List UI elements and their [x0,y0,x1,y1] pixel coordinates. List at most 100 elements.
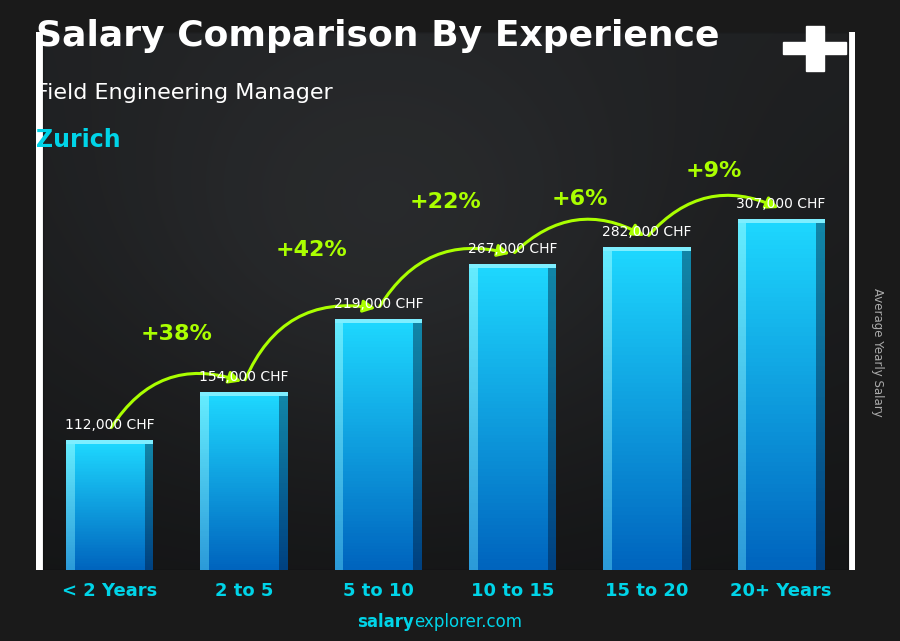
Bar [603,479,612,483]
Bar [67,553,154,554]
Bar [737,558,746,562]
Bar [737,358,746,362]
Bar [603,363,612,367]
Bar [67,510,154,512]
Bar [469,431,478,435]
Bar [67,542,154,544]
Bar [335,360,344,363]
Bar [603,307,612,312]
Bar [67,474,154,476]
Bar [201,472,209,474]
Bar [335,338,344,341]
Text: +6%: +6% [552,189,608,210]
Bar [737,310,824,314]
Bar [603,419,690,423]
Bar [469,548,478,552]
Bar [201,470,209,472]
Bar [469,438,478,442]
Bar [737,414,824,419]
Bar [737,479,746,484]
Bar [201,558,209,560]
Bar [201,416,209,418]
Bar [201,505,209,507]
Bar [737,458,746,462]
Bar [201,485,288,488]
Bar [335,549,344,552]
Bar [469,412,556,415]
Bar [469,404,478,408]
Bar [335,347,422,351]
Bar [335,338,422,341]
Bar [603,470,612,475]
Bar [737,328,746,331]
Bar [737,562,824,566]
Bar [67,531,75,533]
Bar [335,530,422,533]
Bar [201,405,209,407]
Bar [603,359,612,363]
Bar [201,551,209,553]
Bar [335,413,422,415]
Bar [201,399,209,401]
Bar [201,488,288,490]
Bar [335,357,344,360]
Bar [603,323,612,327]
Bar [737,362,746,367]
Bar [737,531,824,536]
Bar [201,547,288,549]
Bar [469,449,556,453]
Bar [737,536,746,540]
Bar [469,499,556,503]
Bar [201,449,288,451]
Bar [201,514,288,516]
Bar [201,538,209,540]
Bar [67,480,154,482]
Bar [737,253,824,258]
Bar [67,479,75,480]
Bar [737,249,746,253]
Bar [603,391,690,395]
Bar [603,411,690,415]
Bar [737,331,824,336]
Bar [335,388,344,391]
Bar [335,469,344,471]
Bar [737,519,746,522]
Bar [67,504,154,506]
Bar [201,529,288,531]
Bar [737,488,824,492]
Bar [67,447,75,449]
Bar [67,476,154,477]
Bar [469,295,478,299]
Bar [67,551,154,553]
Bar [67,529,75,531]
Bar [335,400,344,403]
Bar [737,423,824,427]
Bar [67,494,75,496]
Bar [603,312,612,315]
Bar [603,527,690,531]
Bar [469,333,556,337]
Bar [737,536,824,540]
Bar [737,475,746,479]
Bar [603,383,690,387]
Bar [469,503,478,506]
Bar [737,423,746,427]
Bar [603,415,690,419]
Text: +22%: +22% [410,192,482,212]
Bar [737,406,746,410]
Bar [335,474,422,478]
Bar [603,351,612,355]
Bar [469,269,556,272]
Bar [67,477,154,479]
Bar [67,537,154,539]
Bar [335,335,422,338]
Bar [603,407,612,411]
Bar [145,444,154,570]
Bar [737,367,746,370]
Text: 307,000 CHF: 307,000 CHF [736,197,826,211]
Bar [603,535,612,538]
Bar [469,272,478,276]
Bar [335,434,422,437]
Bar [67,523,75,524]
Bar [67,531,154,533]
